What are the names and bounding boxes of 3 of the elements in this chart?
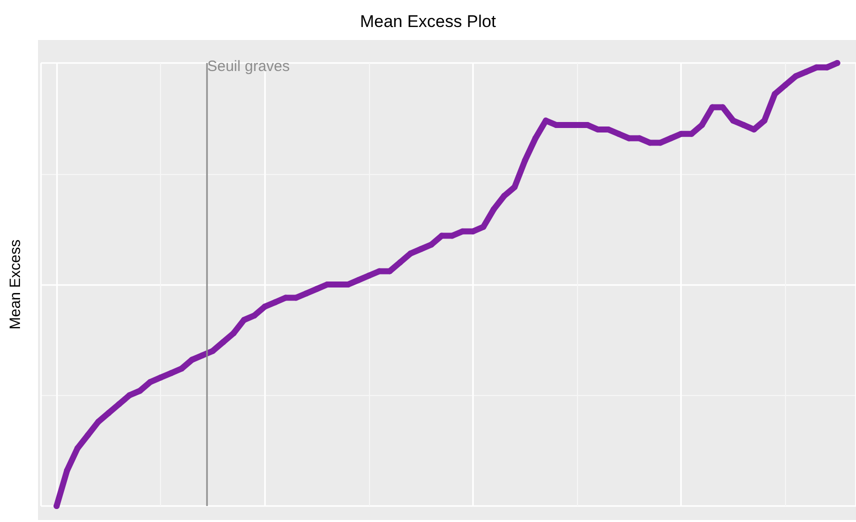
y-axis-title: Mean Excess (7, 239, 24, 330)
annotation: Seuil graves (207, 58, 290, 75)
chart-title: Mean Excess Plot (360, 12, 496, 31)
